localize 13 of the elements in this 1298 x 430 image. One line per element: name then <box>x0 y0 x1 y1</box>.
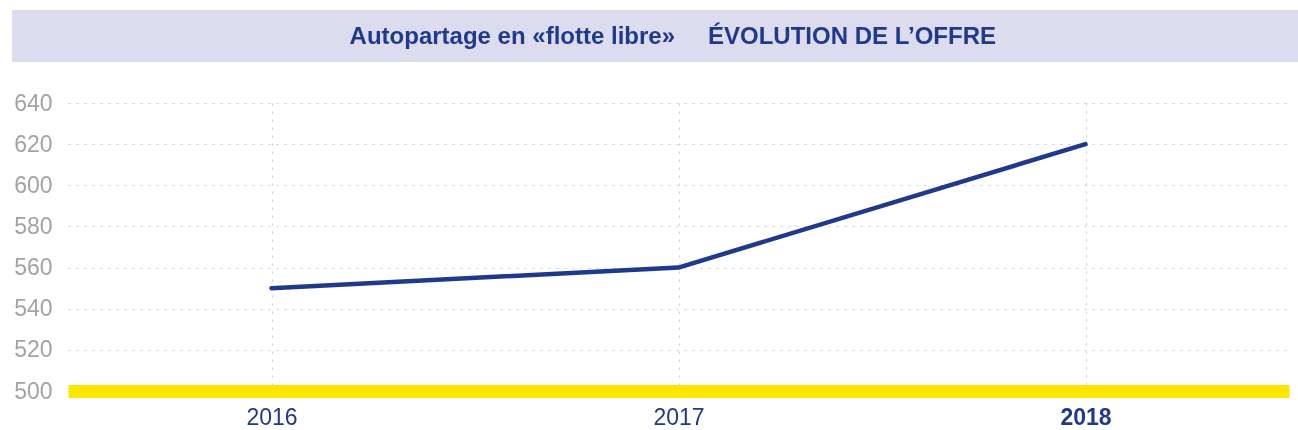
x-tick-label: 2016 <box>246 403 298 430</box>
y-tick-label: 540 <box>14 295 53 322</box>
chart-title: Autopartage en «flotte libre» <box>349 22 675 49</box>
y-tick-label: 640 <box>14 89 53 116</box>
y-tick-label: 520 <box>14 336 53 363</box>
y-tick-label: 500 <box>14 377 53 404</box>
y-tick-label: 580 <box>14 212 53 239</box>
chart-subtitle: ÉVOLUTION DE L’OFFRE <box>708 22 997 49</box>
x-tick-label: 2018 <box>1060 403 1112 430</box>
y-tick-label: 620 <box>14 130 53 157</box>
y-tick-label: 560 <box>14 254 53 281</box>
x-tick-label: 2017 <box>653 403 705 430</box>
y-tick-label: 600 <box>14 171 53 198</box>
